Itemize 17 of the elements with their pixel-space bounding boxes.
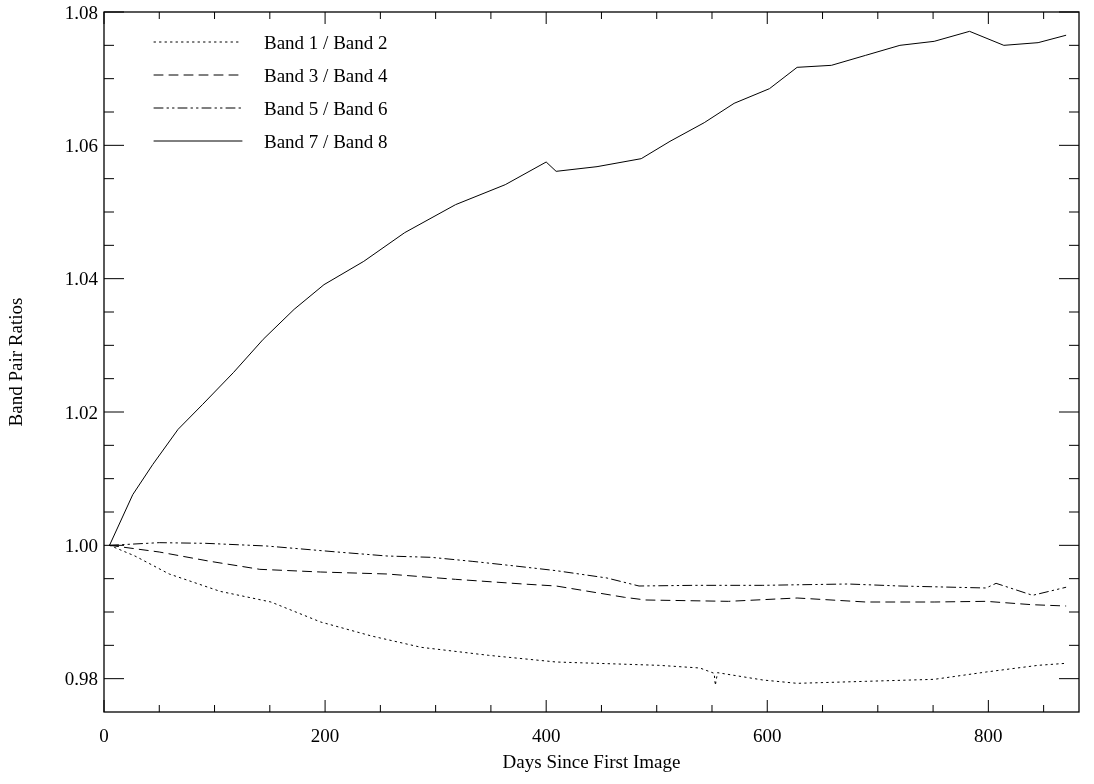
legend-label: Band 7 / Band 8 — [264, 130, 388, 152]
y-tick-label: 1.08 — [64, 1, 98, 23]
y-tick-label: 0.98 — [64, 668, 98, 690]
x-tick-label: 600 — [753, 725, 782, 746]
legend-label: Band 1 / Band 2 — [264, 31, 388, 53]
y-tick-label: 1.02 — [64, 401, 98, 423]
y-tick-label: 1.06 — [64, 134, 98, 156]
y-tick-label: 1.04 — [64, 268, 99, 290]
legend-label: Band 3 / Band 4 — [264, 64, 388, 86]
x-tick-label: 200 — [310, 725, 340, 746]
x-tick-label: 400 — [531, 725, 561, 746]
x-tick-label: 800 — [974, 725, 1003, 746]
x-axis-title: Days Since First Image — [502, 751, 681, 772]
y-axis-title: Band Pair Ratios — [5, 297, 26, 427]
y-tick-label: 1.00 — [64, 534, 98, 556]
legend-label: Band 5 / Band 6 — [264, 97, 388, 119]
x-tick-label: 0 — [99, 725, 109, 746]
